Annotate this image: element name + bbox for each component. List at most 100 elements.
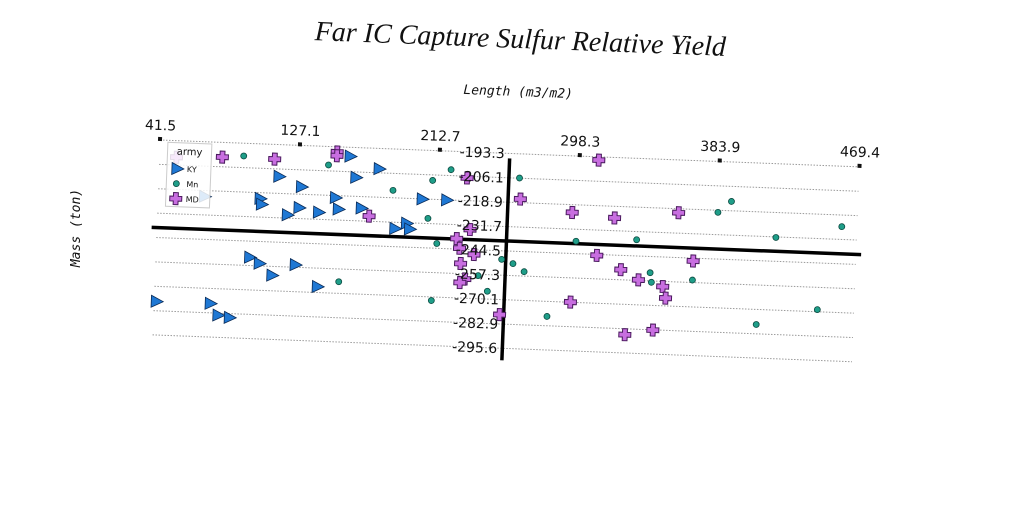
- data-point-mn: [516, 174, 523, 182]
- data-point-md: [656, 279, 670, 294]
- data-point-mn: [714, 208, 722, 216]
- data-point-ky: [293, 200, 307, 215]
- data-point-md: [453, 256, 468, 271]
- data-point-mn: [424, 214, 432, 222]
- data-point-ky: [212, 308, 226, 322]
- gridline: [159, 139, 860, 168]
- data-point-md: [658, 291, 673, 305]
- legend-entry-label: MD: [186, 195, 199, 204]
- y-tick-label: -270.1: [454, 291, 500, 309]
- gridline: [156, 237, 856, 265]
- data-point-ky: [329, 190, 344, 205]
- y-axis-line: [500, 158, 512, 361]
- data-point-ky: [281, 208, 296, 222]
- x-tick-label: 469.4: [840, 144, 881, 162]
- data-point-mn: [427, 297, 435, 304]
- data-point-mn: [772, 234, 780, 241]
- data-point-mn: [429, 177, 437, 184]
- data-point-md: [268, 152, 282, 166]
- y-tick-label: -193.3: [459, 145, 505, 163]
- data-point-md: [590, 248, 604, 263]
- data-point-ky: [311, 279, 326, 294]
- x-tick-mark: [437, 147, 442, 152]
- data-point-mn: [335, 278, 343, 286]
- y-tick-label: -295.6: [452, 339, 498, 357]
- y-tick-label: -231.7: [456, 218, 502, 236]
- data-point-md: [614, 263, 628, 277]
- data-point-mn: [325, 161, 332, 169]
- data-point-mn: [543, 313, 551, 320]
- x-tick-label: 212.7: [420, 128, 461, 146]
- chart-title: Far IC Capture Sulfur Relative Yield: [313, 16, 727, 63]
- legend-box: [164, 141, 213, 209]
- data-point-md: [452, 241, 467, 255]
- x-tick-mark: [157, 136, 163, 142]
- x-tick-label: 41.5: [145, 117, 177, 134]
- data-point-mn: [646, 269, 654, 277]
- legend-entry-label: KY: [187, 165, 197, 174]
- data-point-ky: [289, 257, 304, 272]
- data-points: [150, 145, 846, 342]
- data-point-ky: [243, 250, 258, 264]
- data-point-mn: [838, 223, 846, 231]
- x-tick-mark: [577, 153, 582, 158]
- data-point-mn: [240, 152, 248, 160]
- gridline: [154, 285, 854, 314]
- data-point-mn: [447, 166, 455, 174]
- legend-title: army: [176, 147, 202, 159]
- data-point-mn: [520, 268, 528, 276]
- x-tick-label: 383.9: [700, 139, 741, 157]
- x-axis-label: Length (m3/m2): [463, 83, 573, 102]
- data-point-ky: [416, 192, 431, 206]
- y-axis-label: Mass (ton): [69, 189, 84, 268]
- data-point-ky: [204, 296, 219, 310]
- data-point-mn: [647, 278, 655, 286]
- data-point-mn: [813, 306, 821, 314]
- data-point-ky: [355, 201, 370, 215]
- data-point-mn: [483, 287, 491, 295]
- data-point-md: [565, 205, 579, 220]
- gridline: [152, 334, 853, 363]
- y-tick-label: -257.3: [455, 266, 501, 284]
- y-tick-label: -282.9: [453, 315, 499, 333]
- data-point-ky: [266, 268, 280, 282]
- data-point-ky: [350, 170, 364, 184]
- data-point-mn: [172, 180, 180, 188]
- data-point-mn: [728, 198, 735, 205]
- y-tick-label: -206.1: [458, 169, 504, 187]
- data-point-md: [607, 211, 622, 225]
- data-point-ky: [373, 161, 387, 176]
- tick-labels: -193.3 -206.1 -218.9 -231.7 -244.5 -257.3 -270…: [145, 117, 881, 357]
- gridline: [153, 310, 853, 339]
- gridlines: [152, 139, 860, 363]
- data-point-mn: [633, 236, 641, 244]
- data-point-md: [215, 150, 229, 164]
- data-point-md: [631, 273, 645, 287]
- data-point-ky: [255, 197, 270, 211]
- x-tick-label: 298.3: [560, 133, 601, 151]
- data-point-mn: [509, 260, 517, 268]
- x-tick-mark: [717, 158, 722, 163]
- gridline: [157, 212, 857, 241]
- plot-area: -193.3 -206.1 -218.9 -231.7 -244.5 -257.3 -270…: [145, 117, 881, 363]
- data-point-ky: [273, 169, 287, 183]
- data-point-mn: [498, 255, 506, 263]
- data-point-md: [169, 192, 183, 206]
- data-point-md: [467, 247, 481, 262]
- data-point-mn: [433, 240, 441, 247]
- x-tick-label: 127.1: [280, 123, 321, 141]
- data-point-md: [463, 222, 477, 237]
- data-point-md: [563, 295, 578, 309]
- data-point-ky: [253, 256, 268, 270]
- data-point-md: [460, 171, 474, 185]
- data-point-md: [453, 275, 467, 290]
- data-point-md: [592, 153, 606, 167]
- data-point-mn: [389, 186, 397, 194]
- data-point-ky: [312, 205, 327, 219]
- data-point-md: [492, 308, 507, 322]
- data-point-md: [330, 149, 344, 163]
- x-tick-mark: [857, 163, 862, 168]
- data-point-mn: [689, 276, 696, 284]
- legend: army KY Mn MD: [164, 141, 213, 209]
- data-point-ky: [440, 193, 455, 207]
